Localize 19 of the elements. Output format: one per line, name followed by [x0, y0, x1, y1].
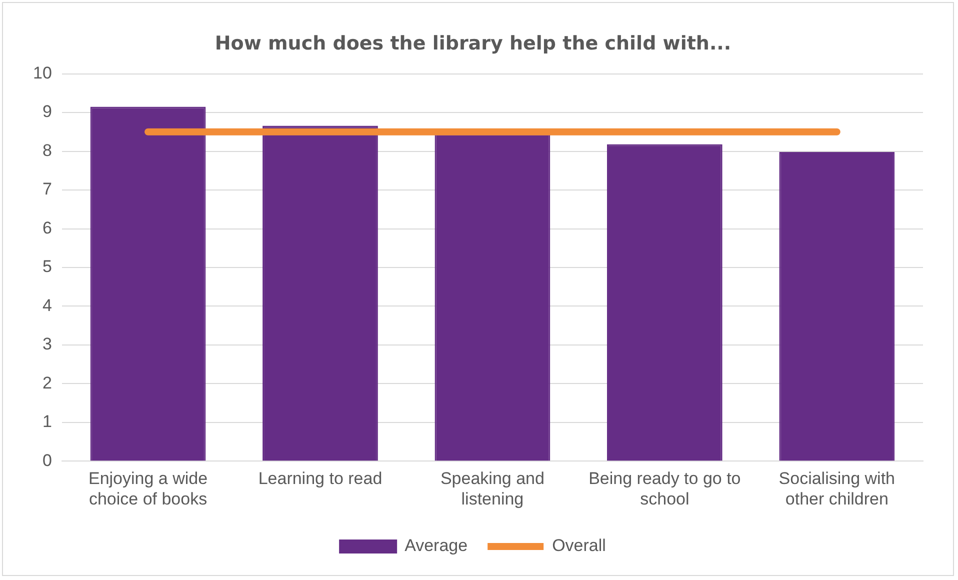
y-tick-label: 3	[42, 334, 52, 354]
y-tick-label: 5	[42, 257, 52, 276]
y-tick-label: 6	[42, 218, 52, 238]
legend-label: Overall	[552, 536, 606, 556]
x-tick-label: Being ready to go to school	[588, 469, 741, 508]
y-tick-label: 7	[42, 180, 52, 199]
y-tick-label: 9	[42, 102, 52, 122]
x-tick-label: Socialising with other children	[778, 469, 896, 508]
y-tick-label: 0	[42, 450, 52, 470]
y-tick-label: 8	[42, 140, 52, 160]
x-tick-label: Learning to read	[258, 469, 382, 488]
y-tick-label: 10	[32, 63, 52, 82]
y-tick-label: 2	[42, 373, 52, 392]
legend-label: Average	[404, 536, 468, 556]
x-tick-label: Enjoying a wide choice of books	[88, 469, 208, 508]
x-tick-label: Speaking and listening	[440, 469, 544, 508]
y-tick-label: 1	[42, 412, 52, 432]
chart-title: How much does the library help the child with...	[214, 32, 732, 54]
y-tick-label: 4	[42, 296, 52, 315]
